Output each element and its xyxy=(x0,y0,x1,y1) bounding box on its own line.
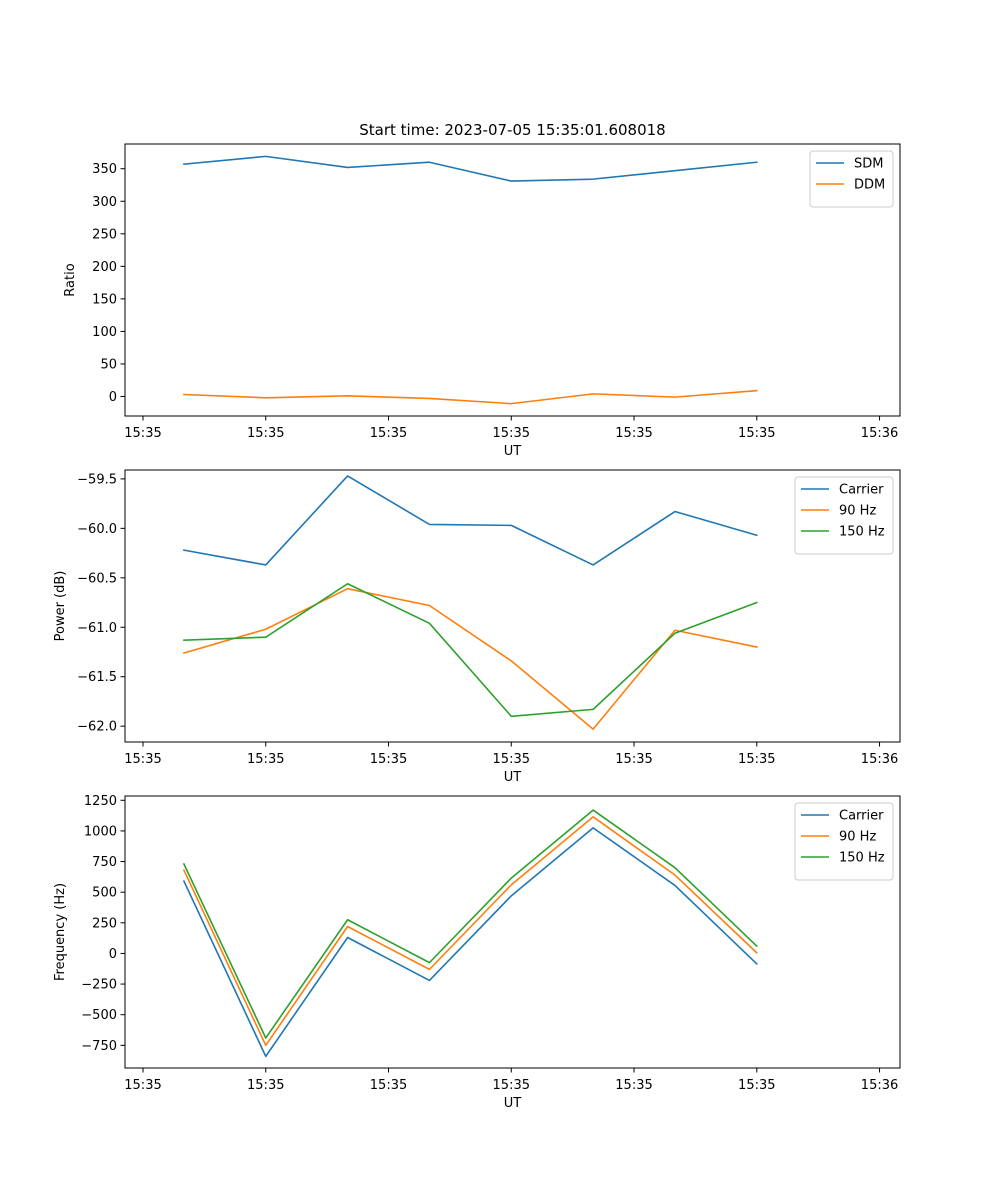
y-tick-label: −500 xyxy=(81,1008,117,1023)
y-tick-label: 250 xyxy=(92,227,117,242)
legend: SDM DDM xyxy=(809,150,894,208)
y-tick-label: −250 xyxy=(81,978,117,993)
x-axis-label: UT xyxy=(504,444,522,459)
y-axis-label: Frequency (Hz) xyxy=(53,883,68,981)
series-line-carrier xyxy=(182,827,758,1058)
legend: Carrier 90 Hz 150 Hz xyxy=(794,802,894,881)
x-tick-label: 15:35 xyxy=(370,426,407,441)
y-tick-label: −60.0 xyxy=(77,522,117,537)
x-tick-label: 15:35 xyxy=(615,752,652,767)
y-tick-label: 0 xyxy=(109,947,117,962)
y-axis-label: Power (dB) xyxy=(53,571,68,642)
ratio-chart: 15:35 15:35 15:35 15:35 15:35 15:35 15:36 0 50 10… xyxy=(63,121,901,459)
power-chart: 15:35 15:35 15:35 15:35 15:35 15:35 15:36 −62.0… xyxy=(53,469,901,785)
legend-label: 90 Hz xyxy=(839,504,876,519)
x-tick-label: 15:35 xyxy=(247,426,284,441)
y-tick-label: 0 xyxy=(109,390,117,405)
series-line-150-hz xyxy=(182,809,758,1039)
legend-label: Carrier xyxy=(839,809,884,824)
y-tick-label: 300 xyxy=(92,195,117,210)
series-line-150-hz xyxy=(183,582,758,718)
x-axis-label: UT xyxy=(504,770,522,785)
legend-box xyxy=(794,476,894,555)
y-tick-label: 1000 xyxy=(84,824,117,839)
x-tick-label: 15:36 xyxy=(861,426,898,441)
x-tick-label: 15:36 xyxy=(861,752,898,767)
x-tick-label: 15:36 xyxy=(861,1078,898,1093)
y-tick-label: 100 xyxy=(92,325,117,340)
legend: Carrier 90 Hz 150 Hz xyxy=(794,476,894,555)
x-tick-label: 15:35 xyxy=(493,426,530,441)
axes-frame xyxy=(124,795,901,1069)
axes-frame xyxy=(124,469,901,743)
series-line-carrier xyxy=(182,475,758,566)
x-tick-label: 15:35 xyxy=(370,752,407,767)
legend-label: 150 Hz xyxy=(839,851,885,866)
x-tick-label: 15:35 xyxy=(738,752,775,767)
y-tick-label: −62.0 xyxy=(77,720,117,735)
legend-box xyxy=(809,150,894,208)
series-line-ddm xyxy=(183,389,758,405)
y-tick-label: 50 xyxy=(100,357,117,372)
y-tick-label: −750 xyxy=(81,1039,117,1054)
legend-label: 150 Hz xyxy=(839,525,885,540)
series-line-90-hz xyxy=(182,816,758,1047)
y-tick-label: −61.5 xyxy=(77,670,117,685)
chart-title: Start time: 2023-07-05 15:35:01.608018 xyxy=(359,121,665,139)
x-tick-label: 15:35 xyxy=(615,426,652,441)
series-line-sdm xyxy=(183,155,758,182)
y-tick-label: 250 xyxy=(92,916,117,931)
legend-box xyxy=(794,802,894,881)
x-tick-label: 15:35 xyxy=(124,752,161,767)
y-tick-label: 1250 xyxy=(84,794,117,809)
y-tick-label: 150 xyxy=(92,292,117,307)
frequency-chart: 15:35 15:35 15:35 15:35 15:35 15:35 15:36 −750 −… xyxy=(53,794,901,1111)
x-tick-label: 15:35 xyxy=(124,1078,161,1093)
y-tick-label: −60.5 xyxy=(77,571,117,586)
y-axis-label: Ratio xyxy=(63,263,78,296)
x-axis-label: UT xyxy=(504,1096,522,1111)
y-tick-label: 350 xyxy=(92,162,117,177)
axes-frame xyxy=(124,143,901,417)
x-tick-label: 15:35 xyxy=(124,426,161,441)
series-line-90-hz xyxy=(182,587,758,730)
legend-label: Carrier xyxy=(839,483,884,498)
legend-label: DDM xyxy=(854,178,885,193)
y-tick-label: 500 xyxy=(92,886,117,901)
y-tick-label: 200 xyxy=(92,260,117,275)
x-tick-label: 15:35 xyxy=(738,426,775,441)
x-tick-label: 15:35 xyxy=(493,1078,530,1093)
y-tick-label: −61.0 xyxy=(77,621,117,636)
x-tick-label: 15:35 xyxy=(247,752,284,767)
x-tick-label: 15:35 xyxy=(615,1078,652,1093)
legend-label: SDM xyxy=(854,157,883,172)
y-tick-label: −59.5 xyxy=(77,472,117,487)
x-tick-label: 15:35 xyxy=(738,1078,775,1093)
legend-label: 90 Hz xyxy=(839,830,876,845)
y-tick-label: 750 xyxy=(92,855,117,870)
x-tick-label: 15:35 xyxy=(493,752,530,767)
x-tick-label: 15:35 xyxy=(370,1078,407,1093)
x-tick-label: 15:35 xyxy=(247,1078,284,1093)
